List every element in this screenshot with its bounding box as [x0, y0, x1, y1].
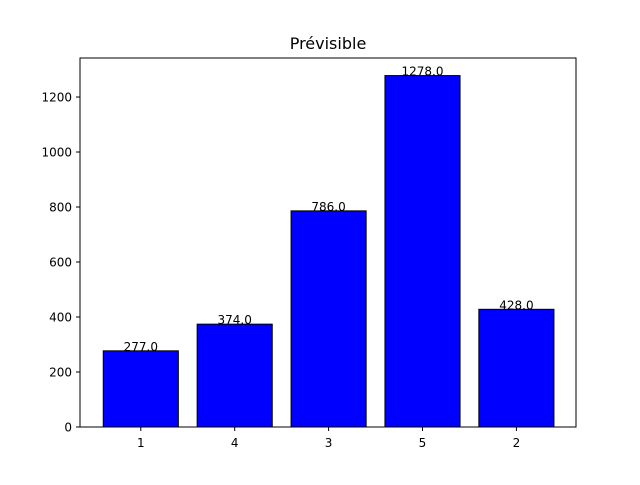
- bar: [478, 308, 555, 428]
- plot-area-frame: [79, 57, 577, 428]
- x-axis-ticks: 1 4 3 5 2: [137, 427, 520, 450]
- x-tick-label: 1: [137, 436, 145, 450]
- y-tick-label: 200: [49, 366, 72, 380]
- y-axis-ticks: 0 200 400 600 800 1000 1200: [41, 91, 80, 435]
- y-tick-label: 1200: [41, 91, 72, 105]
- bar-value-labels: 277.0 374.0 786.0 1278.0 428.0: [124, 65, 534, 354]
- y-tick-label: 800: [49, 201, 72, 215]
- bar-value-label: 277.0: [124, 340, 158, 354]
- x-tick-label: 4: [231, 436, 239, 450]
- bar-value-label: 428.0: [499, 298, 533, 312]
- bar-value-label: 786.0: [311, 200, 345, 214]
- y-tick-label: 0: [64, 421, 72, 435]
- x-tick-label: 3: [325, 436, 333, 450]
- bars: [102, 75, 555, 428]
- bar: [290, 210, 367, 428]
- bar-value-label: 1278.0: [402, 65, 444, 79]
- bar: [102, 350, 179, 428]
- x-tick-label: 5: [419, 436, 427, 450]
- y-tick-label: 400: [49, 311, 72, 325]
- y-tick-label: 1000: [41, 146, 72, 160]
- bar: [384, 75, 461, 428]
- bar: [196, 323, 273, 428]
- chart-title: Prévisible: [290, 34, 367, 53]
- y-tick-label: 600: [49, 256, 72, 270]
- bar-value-label: 374.0: [218, 313, 252, 327]
- x-tick-label: 2: [513, 436, 521, 450]
